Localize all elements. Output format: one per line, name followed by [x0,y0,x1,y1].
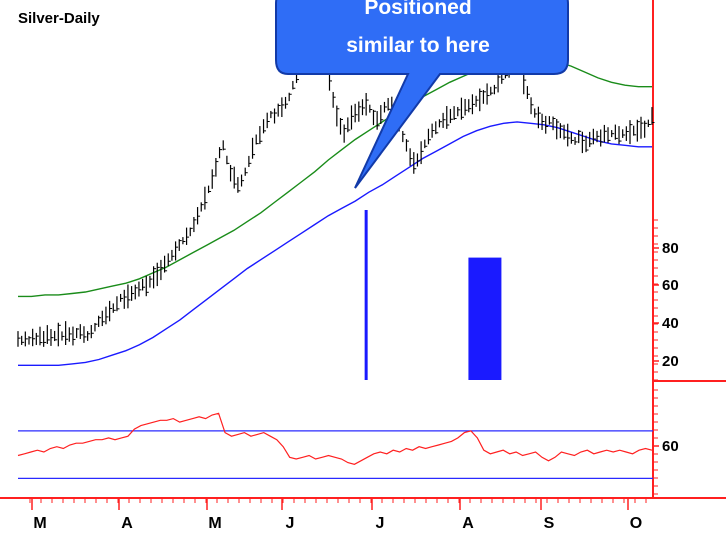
axis-labels: 80 60 40 20 60 M A M J J A S O [31,240,679,532]
callout-line2: similar to here [346,34,490,57]
volume-bars [364,210,502,380]
oscillator [17,412,653,480]
chart-frame [0,0,726,503]
price-tick-label: 40 [662,315,679,332]
chart-title: Silver-Daily [18,10,100,27]
x-tick-label: S [544,515,555,532]
bands [18,56,652,366]
oscillator-tick-label: 60 [662,438,679,455]
x-tick-label: A [121,515,133,532]
volume-bar [364,210,368,380]
x-tick-label: J [376,515,385,532]
x-tick-label: M [33,515,46,532]
price-tick-label: 80 [662,240,679,257]
price-tick-label: 20 [662,353,679,370]
oscillator-line [17,412,653,465]
callout: Positioned similar to here [275,0,569,189]
x-tick-label: A [462,515,474,532]
callout-bubble [275,0,569,189]
green-band [18,56,652,298]
price-tick-label: 60 [662,277,679,294]
x-tick-label: M [208,515,221,532]
blue-band [18,121,652,366]
x-tick-label: J [286,515,295,532]
price-series [17,29,655,347]
volume-bar-cluster [468,257,502,380]
x-tick-label: O [630,515,642,532]
callout-line1: Positioned [364,0,471,19]
